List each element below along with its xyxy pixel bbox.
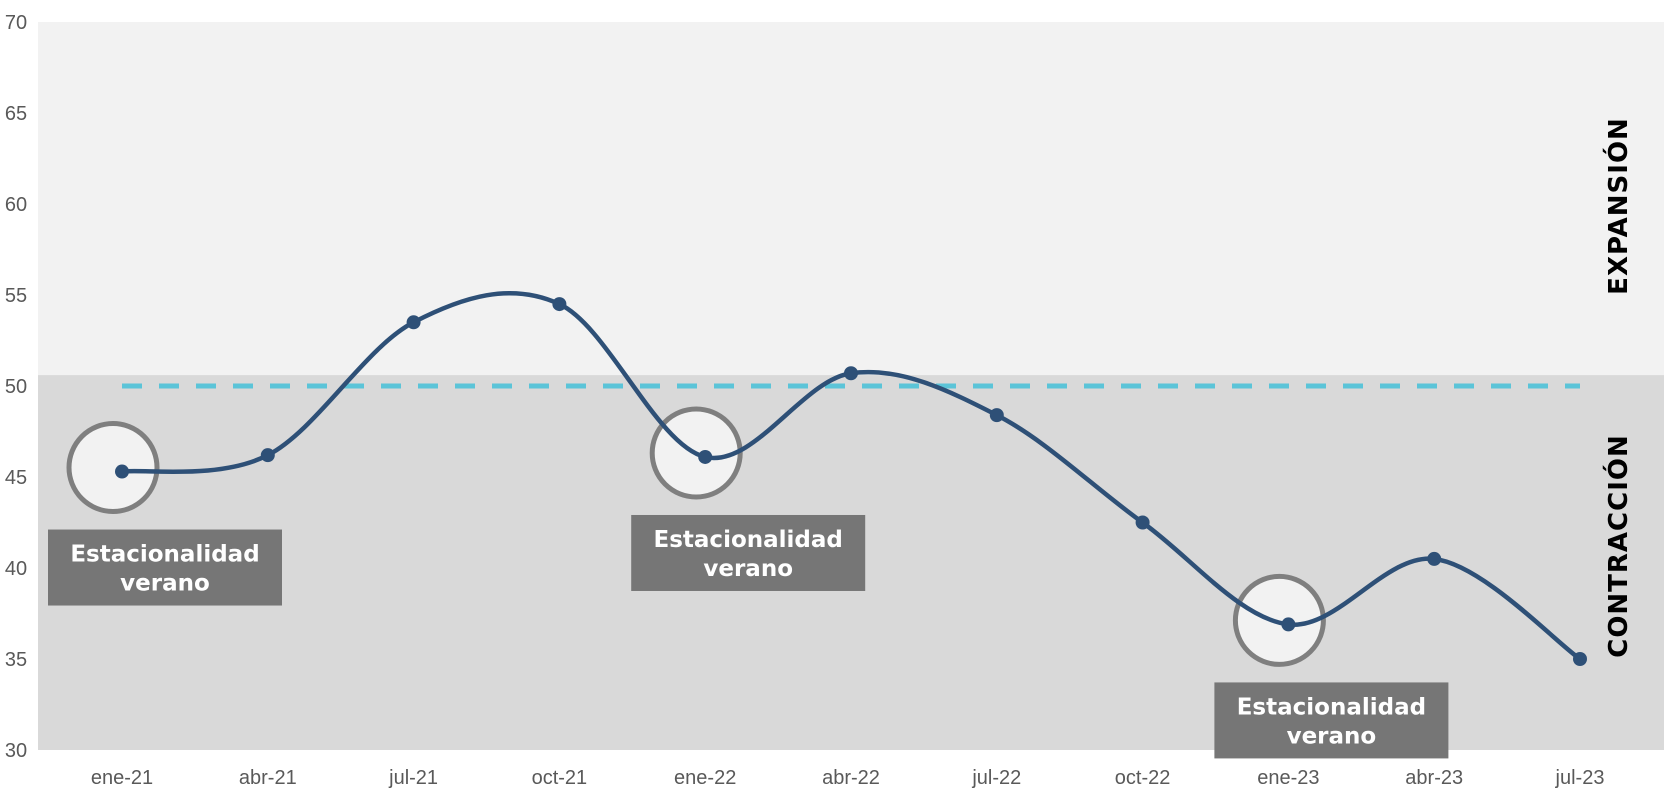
x-tick-label: jul-22: [971, 767, 1021, 789]
annotation-text-line2: verano: [703, 556, 793, 582]
data-point: [406, 315, 421, 330]
data-point: [844, 366, 858, 381]
y-tick-label: 50: [5, 376, 27, 398]
data-point: [1281, 617, 1296, 632]
annotation-box: [48, 529, 282, 606]
data-point: [698, 449, 713, 464]
y-tick-label: 60: [5, 194, 27, 216]
annotation: Estacionalidad verano: [48, 529, 282, 606]
y-tick-label: 45: [5, 467, 27, 489]
annotation: Estacionalidad verano: [1214, 682, 1449, 759]
zone-label-contraction: CONTRACCIÓN: [1602, 434, 1634, 658]
annotation: Estacionalidad verano: [631, 514, 866, 591]
data-point: [115, 464, 129, 479]
x-axis-ticks: ene-21 abr-21 jul-21 oct-21 ene-22 abr-22 jul-…: [91, 767, 1605, 789]
x-tick-label: abr-21: [239, 767, 297, 789]
y-tick-label: 70: [5, 12, 27, 34]
x-tick-label: oct-21: [532, 767, 588, 789]
y-tick-label: 35: [5, 649, 27, 671]
x-tick-label: oct-22: [1115, 767, 1171, 789]
zone-label-expansion: EXPANSIÓN: [1602, 117, 1634, 295]
x-tick-label: ene-22: [674, 767, 736, 789]
annotation-boxes: Estacionalidad verano Estacionalidad verano…: [48, 514, 1449, 759]
data-point: [1135, 515, 1150, 530]
x-tick-label: jul-21: [388, 767, 438, 789]
annotation-text-line1: Estacionalidad: [70, 542, 259, 568]
annotation-text-line1: Estacionalidad: [1237, 694, 1426, 720]
data-point: [1573, 652, 1587, 666]
annotation-text-line1: Estacionalidad: [654, 527, 843, 553]
annotation-box: [631, 514, 866, 591]
data-point: [260, 448, 275, 463]
y-tick-label: 30: [5, 740, 27, 762]
x-tick-label: ene-21: [91, 767, 153, 789]
x-tick-label: abr-22: [822, 767, 880, 789]
annotation-circle: [66, 421, 160, 515]
annotation-text-line2: verano: [1287, 723, 1377, 749]
annotation-box: [1214, 682, 1449, 759]
y-tick-label: 55: [5, 285, 27, 307]
y-tick-label: 40: [5, 558, 27, 580]
data-point: [552, 297, 567, 312]
x-tick-label: abr-23: [1405, 767, 1463, 789]
data-point: [1427, 551, 1442, 566]
data-points: [115, 297, 1587, 666]
y-axis-ticks: 30 35 40 45 50 55 60 65 70: [5, 12, 27, 762]
annotation-text-line2: verano: [120, 571, 210, 597]
y-tick-label: 65: [5, 103, 27, 125]
x-tick-label: jul-23: [1555, 767, 1605, 789]
data-point: [989, 408, 1004, 423]
zone-expansion: [38, 22, 1664, 376]
x-tick-label: ene-23: [1257, 767, 1319, 789]
